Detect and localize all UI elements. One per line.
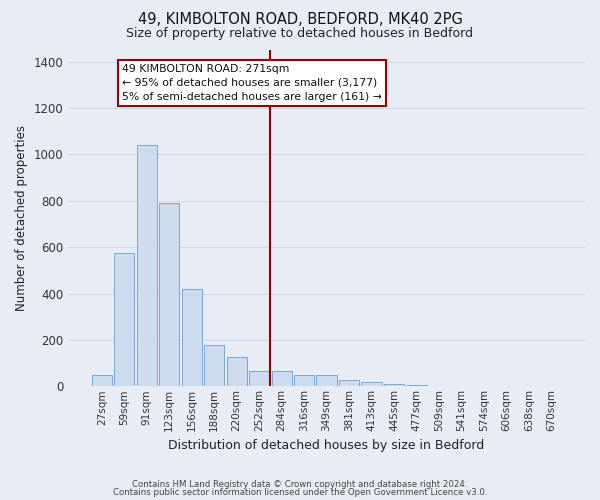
Bar [294,374,314,386]
Y-axis label: Number of detached properties: Number of detached properties [15,125,28,311]
Bar [272,371,292,386]
Bar [114,253,134,386]
Text: Contains HM Land Registry data © Crown copyright and database right 2024.: Contains HM Land Registry data © Crown c… [132,480,468,489]
Text: 49 KIMBOLTON ROAD: 271sqm
← 95% of detached houses are smaller (3,177)
5% of sem: 49 KIMBOLTON ROAD: 271sqm ← 95% of detac… [122,64,382,102]
Bar [361,382,382,386]
Bar [249,371,269,386]
Bar [227,358,247,386]
Bar [406,385,427,386]
Bar [182,289,202,386]
Text: Size of property relative to detached houses in Bedford: Size of property relative to detached ho… [127,28,473,40]
Bar [339,380,359,386]
X-axis label: Distribution of detached houses by size in Bedford: Distribution of detached houses by size … [169,440,485,452]
Bar [316,375,337,386]
Bar [92,374,112,386]
Text: 49, KIMBOLTON ROAD, BEDFORD, MK40 2PG: 49, KIMBOLTON ROAD, BEDFORD, MK40 2PG [137,12,463,28]
Bar [159,203,179,386]
Bar [384,384,404,386]
Text: Contains public sector information licensed under the Open Government Licence v3: Contains public sector information licen… [113,488,487,497]
Bar [204,344,224,387]
Bar [137,145,157,386]
